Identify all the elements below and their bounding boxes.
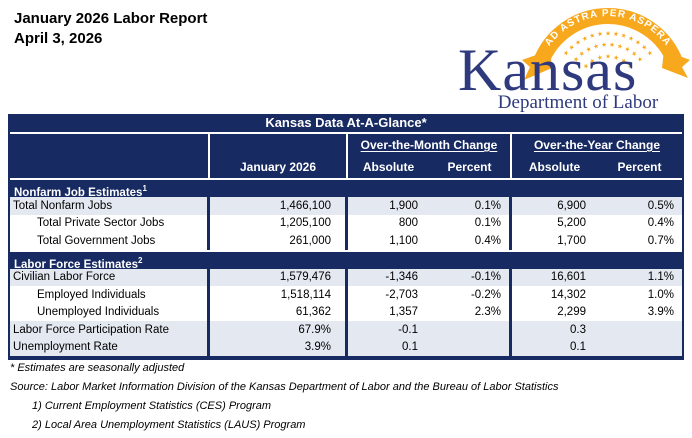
header-oty-absolute: Absolute	[528, 160, 581, 174]
data-at-a-glance-table: Kansas Data At-A-Glance* January 2026 Ov…	[8, 114, 684, 360]
otm-percent-value	[430, 321, 512, 339]
row-label: Civilian Labor Force	[10, 268, 210, 286]
footnote-laus: 2) Local Area Unemployment Statistics (L…	[32, 419, 306, 431]
report-title: January 2026 Labor Report	[14, 10, 208, 27]
row-label: Labor Force Participation Rate	[10, 321, 210, 339]
oty-percent-value: 0.4%	[647, 217, 674, 230]
oty-percent-value: 0.7%	[647, 234, 674, 247]
otm-absolute-value: -1,346	[385, 271, 418, 284]
header-otm-absolute: Absolute	[362, 160, 415, 174]
current-value: 61,362	[210, 303, 348, 321]
oty-percent-value: 1.1%	[647, 271, 674, 284]
otm-percent-value: 0.1%	[430, 214, 512, 232]
section-header-nonfarm: Nonfarm Job Estimates1	[10, 178, 682, 199]
logo-wordmark: Kansas	[458, 37, 637, 103]
otm-percent-value: -0.2%	[430, 286, 512, 304]
otm-absolute-value: -2,703	[385, 288, 418, 301]
table-row: Unemployed Individuals 61,362 1,357 2.3%…	[10, 303, 682, 321]
header-label-spacer	[10, 134, 210, 178]
footnote-source: Source: Labor Market Information Divisio…	[10, 381, 559, 393]
header-oty-label: Over-the-Year Change	[533, 138, 661, 152]
table-row: Total Nonfarm Jobs 1,466,100 1,900 0.1% …	[10, 197, 682, 215]
current-value: 3.9%	[210, 338, 348, 356]
header-oty-group: Over-the-Year Change Absolute Percent	[512, 134, 682, 178]
current-value: 261,000	[210, 232, 348, 250]
oty-percent-value: 3.9%	[647, 306, 674, 319]
table-title: Kansas Data At-A-Glance*	[10, 114, 682, 134]
current-value: 1,579,476	[210, 268, 348, 286]
header-otm-group: Over-the-Month Change Absolute Percent	[348, 134, 512, 178]
otm-percent-value: 2.3%	[430, 303, 512, 321]
row-label: Unemployment Rate	[10, 338, 210, 356]
oty-percent-value: 0.5%	[647, 199, 674, 212]
row-label: Total Government Jobs	[10, 232, 210, 250]
otm-absolute-value: 1,900	[389, 199, 418, 212]
current-value: 67.9%	[210, 321, 348, 339]
oty-absolute-value: 1,700	[557, 234, 586, 247]
row-label: Total Private Sector Jobs	[10, 214, 210, 232]
header-oty-percent: Percent	[617, 160, 662, 174]
header-period: January 2026	[210, 134, 348, 178]
row-label: Unemployed Individuals	[10, 303, 210, 321]
current-value: 1,466,100	[210, 197, 348, 215]
table-row: Unemployment Rate 3.9% 0.1 0.1	[10, 338, 682, 357]
banner-arc-icon	[533, 8, 683, 66]
oty-absolute-value: 0.3	[570, 323, 586, 336]
table-row: Total Government Jobs 261,000 1,100 0.4%…	[10, 232, 682, 250]
row-label: Employed Individuals	[10, 286, 210, 304]
oty-absolute-value: 6,900	[557, 199, 586, 212]
table-row: Total Private Sector Jobs 1,205,100 800 …	[10, 214, 682, 232]
row-label: Total Nonfarm Jobs	[10, 197, 210, 215]
oty-absolute-value: 5,200	[557, 217, 586, 230]
kansas-dol-logo: AD ASTRA PER ASPERA ★ ★ ★ ★ ★ ★ ★ ★ ★ ★ …	[452, 0, 692, 113]
otm-absolute-value: 800	[398, 217, 418, 230]
current-value: 1,205,100	[210, 214, 348, 232]
table-header: Kansas Data At-A-Glance* January 2026 Ov…	[10, 114, 682, 178]
section-header-labor-force: Labor Force Estimates2	[10, 249, 682, 270]
oty-absolute-value: 14,302	[550, 288, 586, 301]
otm-percent-value: 0.1%	[430, 197, 512, 215]
header-otm-percent: Percent	[447, 160, 492, 174]
oty-percent-value: 1.0%	[647, 288, 674, 301]
report-date: April 3, 2026	[14, 30, 103, 47]
current-value: 1,518,114	[210, 286, 348, 304]
otm-percent-value	[430, 338, 512, 356]
logo-department: Department of Labor	[498, 92, 659, 112]
oty-absolute-value: 0.1	[570, 341, 586, 354]
kansas-dol-logo-icon: AD ASTRA PER ASPERA ★ ★ ★ ★ ★ ★ ★ ★ ★ ★ …	[458, 8, 690, 113]
oty-percent-value	[598, 339, 682, 357]
table-row: Employed Individuals 1,518,114 -2,703 -0…	[10, 286, 682, 304]
otm-percent-value: 0.4%	[430, 232, 512, 250]
report-title-block: January 2026 Labor Report April 3, 2026	[14, 9, 207, 49]
footnote-seasonal: * Estimates are seasonally adjusted	[10, 362, 185, 374]
header-otm-label: Over-the-Month Change	[360, 138, 498, 152]
table-row: Labor Force Participation Rate 67.9% -0.…	[10, 321, 682, 339]
oty-percent-value	[598, 321, 682, 339]
oty-absolute-value: 16,601	[550, 271, 586, 284]
otm-absolute-value: -0.1	[398, 323, 418, 336]
otm-absolute-value: 1,357	[389, 306, 418, 319]
oty-absolute-value: 2,299	[557, 306, 586, 319]
otm-absolute-value: 0.1	[402, 341, 418, 354]
footnotes: * Estimates are seasonally adjusted Sour…	[10, 362, 558, 438]
table-row: Civilian Labor Force 1,579,476 -1,346 -0…	[10, 268, 682, 286]
otm-percent-value: -0.1%	[430, 268, 512, 286]
otm-absolute-value: 1,100	[389, 234, 418, 247]
footnote-ces: 1) Current Employment Statistics (CES) P…	[32, 400, 272, 412]
